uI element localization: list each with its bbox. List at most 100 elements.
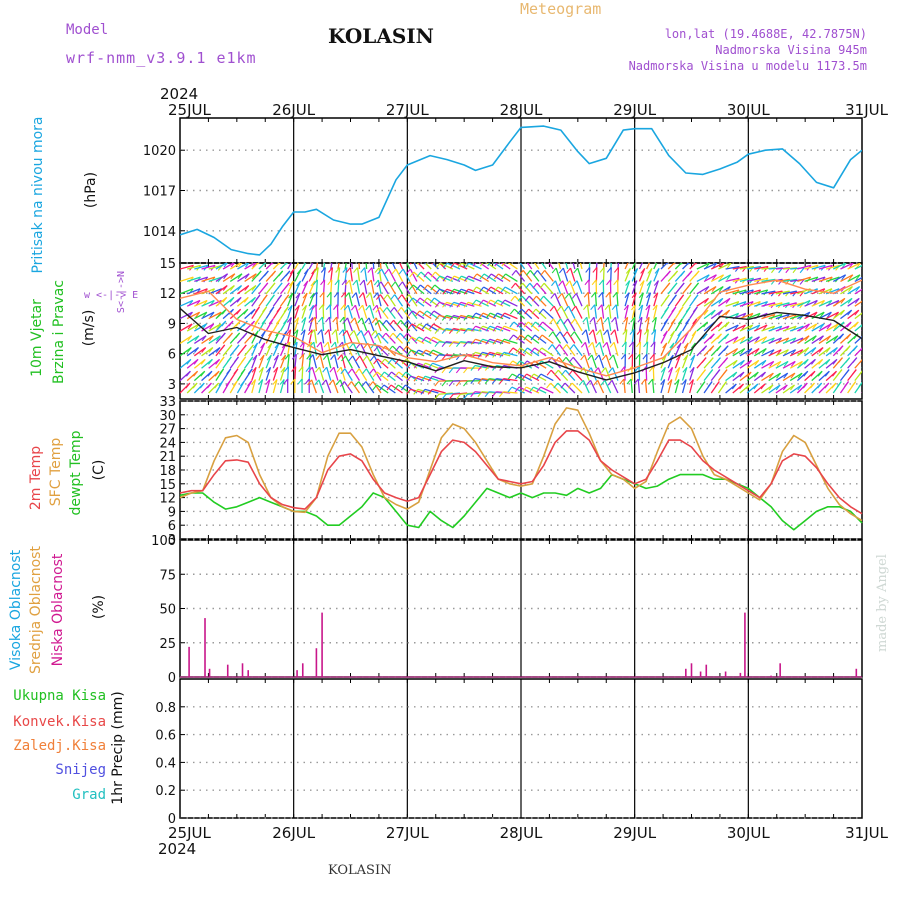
wind-barb [739, 312, 754, 320]
wind-barb-flag [338, 329, 344, 335]
wind-barb [272, 379, 278, 394]
wind-barb-flag [241, 356, 247, 363]
wind-barb-flag [499, 325, 505, 332]
wind-barb-flag [651, 329, 656, 335]
wind-barb [606, 329, 612, 344]
wind-barb-flag [486, 273, 492, 280]
wind-barb [417, 263, 425, 270]
wind-barb [624, 263, 629, 270]
wind-barb-flag [372, 384, 378, 391]
wind-barb [811, 276, 826, 283]
wind-barb-flag [257, 263, 260, 265]
wind-barb [318, 379, 325, 394]
wind-barb [358, 263, 361, 270]
wind-barb-flag [733, 348, 739, 354]
wind-barb-flag [227, 344, 233, 351]
wind-barb-flag [222, 297, 228, 303]
wind-barb-flag [271, 263, 274, 265]
wind-barb-flag [514, 373, 520, 380]
wind-barb-flag [216, 335, 221, 342]
wind-barb [768, 372, 781, 382]
wind-barb-flag [294, 317, 299, 323]
wind-barb [753, 348, 767, 357]
wind-barb-flag [508, 334, 514, 341]
wind-barb-flag [529, 386, 534, 393]
wind-barb-flag [409, 263, 412, 265]
wind-barb-flag [644, 316, 650, 323]
wind-barb [564, 369, 576, 382]
wind-barb-flag [660, 379, 666, 385]
wind-barb [194, 276, 208, 283]
wind-barb-flag [470, 338, 476, 345]
wind-barb-flag [762, 324, 768, 331]
wind-barb-flag [782, 384, 788, 391]
wind-barb [301, 341, 305, 356]
wind-barb-flag [601, 367, 606, 373]
wind-barb-flag [589, 316, 595, 323]
wind-barb-flag [240, 380, 245, 387]
wind-barb [614, 317, 619, 332]
wind-barb [847, 309, 860, 320]
wind-barb-flag [599, 267, 605, 273]
wind-barb-flag [479, 263, 484, 267]
wind-barb [311, 379, 318, 394]
wind-barb [373, 355, 382, 369]
wind-barb [369, 292, 375, 307]
wind-barb [328, 329, 332, 344]
wind-barb [294, 292, 301, 307]
wind-barb [682, 263, 690, 270]
wind-barb [301, 305, 307, 319]
wind-barb-flag [194, 335, 200, 342]
wind-barb-flag [562, 331, 568, 338]
wind-barb [566, 331, 576, 344]
wind-barb [645, 304, 651, 319]
wind-barb [397, 384, 411, 394]
wind-barb [265, 263, 274, 270]
wind-barb-flag [623, 316, 628, 323]
wind-barb-flag [455, 367, 461, 374]
wind-barb-flag [638, 304, 644, 311]
wind-barb [725, 277, 740, 283]
wind-barb [313, 329, 318, 344]
wind-barb-flag [434, 393, 440, 399]
wind-barb-flag [841, 263, 847, 269]
wind-barb [335, 329, 339, 344]
wind-barb-flag [463, 341, 469, 348]
wind-barb-flag [861, 303, 862, 304]
wind-barb-flag [564, 293, 570, 299]
wind-barb-flag [393, 256, 397, 261]
wind-barb [354, 305, 361, 319]
wind-barb-flag [339, 316, 345, 323]
wind-barb-flag [662, 342, 668, 349]
wind-barb-flag [315, 255, 319, 260]
wind-barb-flag [225, 380, 231, 387]
wind-barb-flag [309, 304, 314, 311]
wind-barb-flag [748, 324, 754, 331]
wind-barb-flag [723, 357, 729, 363]
wind-barb-flag [234, 356, 239, 363]
wind-barb-flag [330, 354, 335, 360]
wind-barb [747, 265, 762, 270]
wind-barb-flag [263, 282, 269, 289]
wind-barb [279, 367, 286, 381]
wind-barb [521, 295, 533, 307]
wind-barb [782, 372, 796, 382]
wind-barb-flag [652, 304, 658, 311]
wind-barb-flag [292, 341, 298, 348]
wind-barb-flag [625, 268, 631, 274]
wind-barb-flag [718, 286, 724, 292]
wind-barb [201, 335, 214, 344]
wind-barb-flag [435, 275, 441, 282]
wind-barb [336, 316, 339, 332]
wind-barb-flag [619, 378, 625, 385]
wind-barb-flag [560, 255, 564, 260]
wind-barb [540, 373, 554, 382]
wind-barb [861, 305, 862, 307]
wind-barb-flag [193, 370, 199, 377]
wind-barb [861, 293, 862, 294]
wind-barb-flag [810, 382, 815, 389]
wind-barb [392, 332, 404, 344]
wind-barb [861, 280, 862, 282]
wind-barb-flag [499, 391, 504, 398]
wind-barb-flag [434, 380, 440, 387]
